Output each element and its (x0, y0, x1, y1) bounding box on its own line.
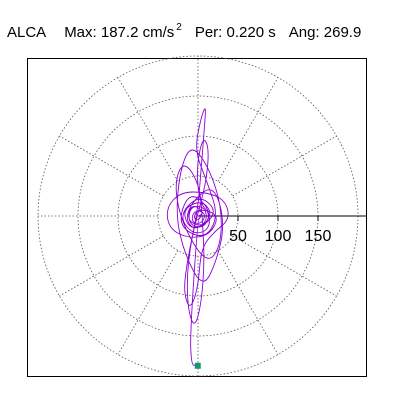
chart-header: ALCA Max: 187.2 cm/s 2 Per: 0.220 s Ang: 269… (7, 18, 361, 43)
period-label: Per: (194, 24, 223, 41)
radial-tick-label: 100 (265, 228, 292, 245)
max-unit: cm/s (142, 24, 175, 41)
angle-label: Ang: (288, 24, 320, 41)
radial-tick-labels: 50 100 150 (229, 228, 331, 245)
peak-marker (194, 362, 201, 369)
grid-spoke (232, 135, 337, 197)
grid-spoke (59, 235, 164, 297)
orbit-trace (166, 108, 229, 367)
grid-spoke (117, 77, 179, 182)
grid-spoke (217, 250, 279, 355)
max-value: 187.2 (100, 24, 139, 41)
polar-axes (198, 215, 366, 221)
radial-tick-label: 50 (229, 228, 247, 245)
grid-spoke (217, 77, 279, 182)
max-label: Max: (64, 24, 97, 41)
grid-spoke (232, 235, 337, 297)
period-value: 0.220 s (226, 24, 276, 41)
radial-tick-label: 150 (305, 228, 332, 245)
station-code: ALCA (7, 24, 47, 41)
grid-spoke (59, 135, 164, 197)
angle-value: 269.9 (323, 24, 362, 41)
max-unit-exponent: 2 (176, 22, 182, 33)
peak-marker-group (194, 362, 201, 369)
acceleration-orbit (166, 108, 229, 367)
grid-spoke (117, 250, 179, 355)
